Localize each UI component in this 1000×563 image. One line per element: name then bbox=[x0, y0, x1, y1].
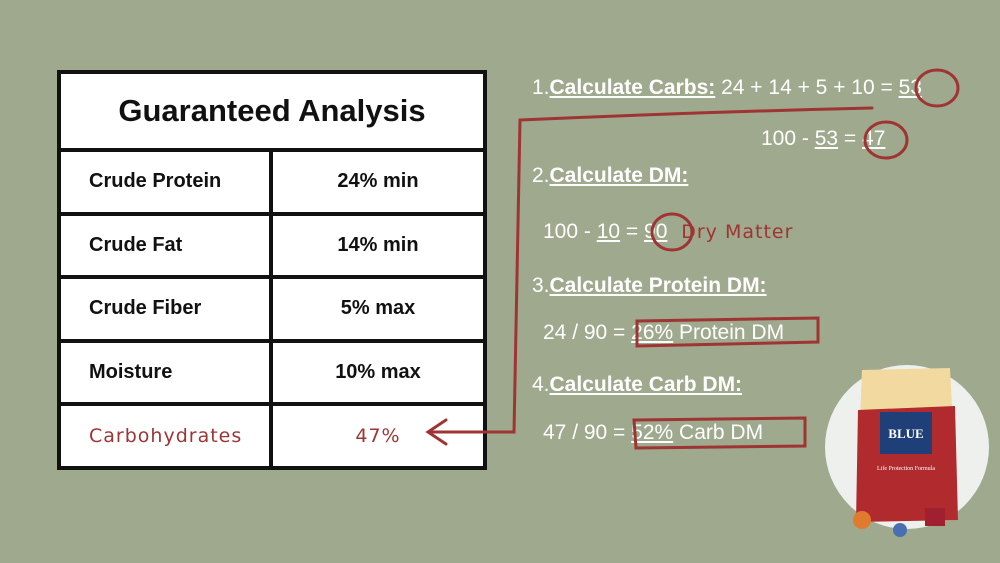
cell: Moisture bbox=[61, 342, 269, 403]
cell: 24% min bbox=[273, 152, 483, 212]
step-number: 2. bbox=[532, 164, 550, 187]
formula: 100 - bbox=[543, 220, 591, 243]
formula: = bbox=[843, 127, 857, 150]
formula: 52% bbox=[631, 421, 674, 444]
step: 3.Calculate Protein DM: bbox=[532, 274, 767, 298]
cell: 10% max bbox=[273, 342, 483, 403]
box bbox=[635, 316, 820, 348]
formula-line: 47 / 90 = 52% Carb DM bbox=[543, 421, 763, 445]
step: 2.Calculate DM: bbox=[532, 164, 688, 188]
formula: 10 bbox=[596, 220, 621, 243]
cell: 14% min bbox=[273, 215, 483, 276]
cell: Crude Fiber bbox=[61, 279, 269, 339]
step: 1.Calculate Carbs: 24 + 14 + 5 + 10 = 53 bbox=[532, 76, 922, 100]
formula: 26% bbox=[631, 321, 674, 344]
formula: 53 bbox=[814, 127, 839, 150]
arrow-head bbox=[425, 418, 448, 446]
box bbox=[632, 416, 807, 450]
arrow-line bbox=[430, 106, 874, 434]
step-number: 4. bbox=[532, 373, 550, 396]
step-heading: Calculate Protein DM: bbox=[549, 274, 767, 297]
circle bbox=[650, 212, 694, 252]
product-image: BLUE Life Protection Formula bbox=[825, 365, 989, 537]
formula: 47 / 90 = bbox=[543, 421, 626, 444]
cell: 47% bbox=[273, 406, 483, 466]
formula: 100 - bbox=[761, 127, 809, 150]
formula-line: 100 - 53 = 47 bbox=[761, 127, 885, 151]
circle bbox=[863, 120, 909, 160]
formula: 24 + 14 + 5 + 10 = bbox=[721, 76, 893, 99]
cell: Crude Fat bbox=[61, 215, 269, 276]
product-name: Life Protection Formula bbox=[877, 465, 935, 472]
analysis-table: Guaranteed Analysis Crude Protein 24% min… bbox=[57, 70, 487, 470]
cell: Crude Protein bbox=[61, 152, 269, 212]
formula-line: 100 - 10 = 90 Dry Matter bbox=[543, 220, 793, 244]
step-heading: Calculate Carbs: bbox=[549, 76, 716, 99]
table-title: Guaranteed Analysis bbox=[61, 74, 483, 148]
circle bbox=[914, 68, 960, 108]
step-number: 1. bbox=[532, 76, 550, 99]
cell: Carbohydrates bbox=[61, 406, 269, 466]
formula: 24 / 90 = bbox=[543, 321, 626, 344]
step-heading: Calculate DM: bbox=[549, 164, 689, 187]
step-heading: Calculate Carb DM: bbox=[549, 373, 743, 396]
formula: Carb DM bbox=[679, 421, 764, 444]
formula-line: 24 / 90 = 26% Protein DM bbox=[543, 321, 784, 345]
formula: Protein DM bbox=[679, 321, 785, 344]
formula: 90 bbox=[644, 220, 668, 243]
note: Dry Matter bbox=[681, 221, 794, 243]
step-number: 3. bbox=[532, 274, 550, 297]
brand: BLUE bbox=[888, 426, 923, 441]
formula: = bbox=[625, 220, 639, 243]
step: 4.Calculate Carb DM: bbox=[532, 373, 742, 397]
cell: 5% max bbox=[273, 279, 483, 339]
